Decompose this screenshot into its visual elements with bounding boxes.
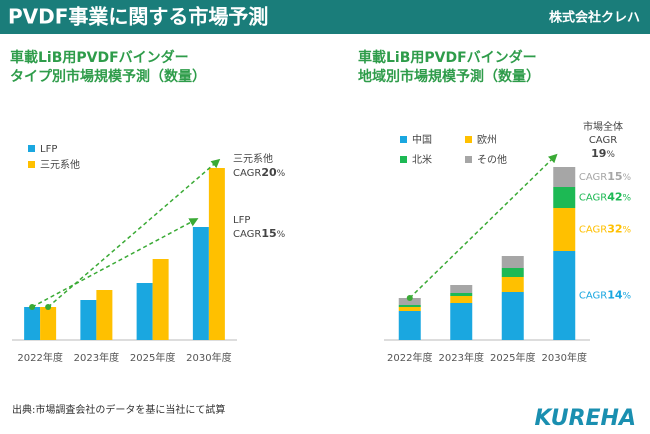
trend-arrow [31,218,199,308]
cagr-prefix: CAGR [233,168,261,179]
bar-segment [398,298,421,305]
cagr-value: 32 [607,223,622,236]
bar-segment [398,311,421,340]
cagr-prefix: CAGR [233,229,261,240]
bar-segment [553,208,576,251]
x-tick-label: 2025年度 [490,351,535,364]
legend-swatch [465,136,472,143]
x-tick-label: 2030年度 [542,351,587,364]
cagr-value: 14 [607,289,623,302]
bar [192,227,209,340]
cagr-label: CAGR42% [579,191,632,204]
cagr-value: 42 [607,191,622,204]
annotation-label: 三元系他 [233,152,273,165]
chart-title: 車載LiB用PVDFバインダー [358,49,537,66]
bar [208,168,225,340]
x-tick-label: 2030年度 [186,351,231,364]
legend-swatch [28,145,35,152]
cagr-label: CAGR15% [579,170,632,183]
cagr-prefix: CAGR [579,225,607,236]
trend-arrow [409,153,558,299]
bar-segment [450,293,473,296]
legend-swatch [28,161,35,168]
company: 株式会社クレハ [549,10,640,26]
logo: KUREHA [534,406,636,431]
cagr-label: CAGR15% [233,227,286,240]
trend-start [45,304,52,310]
bar-segment [501,268,524,277]
chart-title: タイプ別市場規模予測（数量） [10,68,206,85]
cagr-unit: % [623,193,632,203]
legend-label: 欧州 [477,134,497,146]
legend-label: 中国 [412,133,432,146]
x-tick-label: 2022年度 [17,351,62,364]
x-tick-label: 2022年度 [387,351,432,364]
bar-segment [450,303,473,340]
chart-title: 車載LiB用PVDFバインダー [10,49,189,66]
cagr-value: 20 [261,166,277,179]
bar-segment [450,296,473,303]
bar [96,290,113,340]
cagr-prefix: CAGR [589,135,617,146]
bar-segment [501,277,524,292]
x-tick-label: 2023年度 [439,351,484,364]
header-bar [0,0,650,34]
cagr-unit: % [277,169,286,179]
legend-swatch [465,156,472,163]
cagr-unit: % [623,225,632,235]
cagr-prefix: CAGR [579,291,607,302]
legend-swatch [400,156,407,163]
cagr-unit: % [623,173,632,183]
x-tick-label: 2025年度 [130,351,175,364]
bar [136,283,153,340]
bar-segment [398,307,421,311]
bar-segment [553,251,576,340]
bar [24,307,41,340]
bar-segment [450,285,473,293]
cagr-unit: % [277,230,286,240]
bar [152,259,169,340]
source: 出典:市場調査会社のデータを基に当社にて試算 [12,403,225,416]
bar-segment [398,305,421,307]
bar-segment [553,187,576,208]
legend-label: 北米 [412,153,432,166]
cagr-value: 15 [261,227,276,240]
cagr-label: CAGR32% [579,223,632,236]
cagr-label: CAGR14% [579,289,632,302]
x-tick-label: 2023年度 [74,351,119,364]
cagr-label: 19% [591,147,615,160]
legend-swatch [400,136,407,143]
chart-title: 地域別市場規模予測（数量） [358,68,540,85]
cagr-unit: % [623,291,632,301]
legend-label: 三元系他 [40,158,80,171]
annotation-label: 市場全体 [583,120,623,133]
cagr-label: CAGR20% [233,166,286,179]
bar-segment [501,256,524,268]
annotation-label: LFP [233,215,250,226]
trend-arrow [47,158,221,308]
slide-title: PVDF事業に関する市場予測 [8,5,268,29]
bar-segment [553,167,576,187]
cagr-unit: % [606,150,615,160]
bar-segment [501,292,524,340]
cagr-value: 19 [591,147,606,160]
trend-start [406,295,413,301]
legend-label: LFP [40,144,57,155]
cagr-prefix: CAGR [579,172,607,183]
cagr-value: 15 [607,170,622,183]
bar [80,300,97,340]
trend-start [29,304,36,310]
cagr-prefix: CAGR [579,193,607,204]
bar [40,307,57,340]
legend-label: その他 [477,153,507,166]
